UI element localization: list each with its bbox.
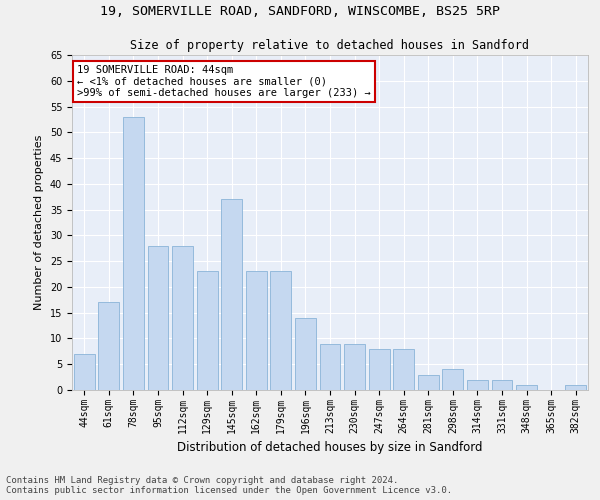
Bar [491,380,512,390]
Bar [295,318,316,390]
Bar [442,370,463,390]
Bar [74,354,95,390]
Bar [148,246,169,390]
Title: Size of property relative to detached houses in Sandford: Size of property relative to detached ho… [131,40,530,52]
Bar [221,200,242,390]
Text: Contains HM Land Registry data © Crown copyright and database right 2024.
Contai: Contains HM Land Registry data © Crown c… [6,476,452,495]
Text: 19, SOMERVILLE ROAD, SANDFORD, WINSCOMBE, BS25 5RP: 19, SOMERVILLE ROAD, SANDFORD, WINSCOMBE… [100,5,500,18]
Text: 19 SOMERVILLE ROAD: 44sqm
← <1% of detached houses are smaller (0)
>99% of semi-: 19 SOMERVILLE ROAD: 44sqm ← <1% of detac… [77,65,371,98]
Bar [123,117,144,390]
Bar [98,302,119,390]
Bar [344,344,365,390]
Bar [418,374,439,390]
Bar [467,380,488,390]
Bar [172,246,193,390]
Bar [271,272,292,390]
Bar [516,385,537,390]
X-axis label: Distribution of detached houses by size in Sandford: Distribution of detached houses by size … [177,441,483,454]
Bar [368,349,389,390]
Bar [320,344,340,390]
Bar [246,272,267,390]
Bar [565,385,586,390]
Bar [393,349,414,390]
Y-axis label: Number of detached properties: Number of detached properties [34,135,44,310]
Bar [197,272,218,390]
